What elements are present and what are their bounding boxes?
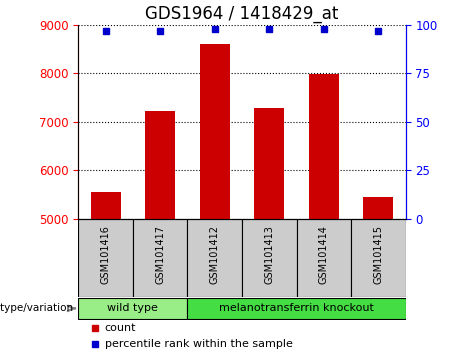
Bar [188, 219, 242, 297]
Bar [91, 192, 121, 219]
Bar [200, 44, 230, 219]
Bar [363, 196, 393, 219]
Text: GSM101413: GSM101413 [264, 225, 274, 284]
Bar [309, 74, 339, 219]
Title: GDS1964 / 1418429_at: GDS1964 / 1418429_at [145, 6, 339, 23]
Bar [145, 111, 175, 219]
Text: GSM101415: GSM101415 [373, 225, 384, 284]
Bar [254, 108, 284, 219]
Text: percentile rank within the sample: percentile rank within the sample [105, 339, 292, 349]
Text: melanotransferrin knockout: melanotransferrin knockout [219, 303, 374, 313]
Bar [296, 219, 351, 297]
Bar [242, 219, 296, 297]
Text: wild type: wild type [107, 303, 159, 313]
Bar [78, 298, 188, 319]
Text: GSM101417: GSM101417 [155, 225, 165, 284]
Text: GSM101414: GSM101414 [319, 225, 329, 284]
Bar [188, 298, 406, 319]
Text: GSM101416: GSM101416 [100, 225, 111, 284]
Bar [133, 219, 188, 297]
Bar [78, 219, 133, 297]
Text: genotype/variation: genotype/variation [0, 303, 74, 313]
Text: GSM101412: GSM101412 [210, 225, 220, 284]
Text: count: count [105, 323, 136, 333]
Bar [351, 219, 406, 297]
